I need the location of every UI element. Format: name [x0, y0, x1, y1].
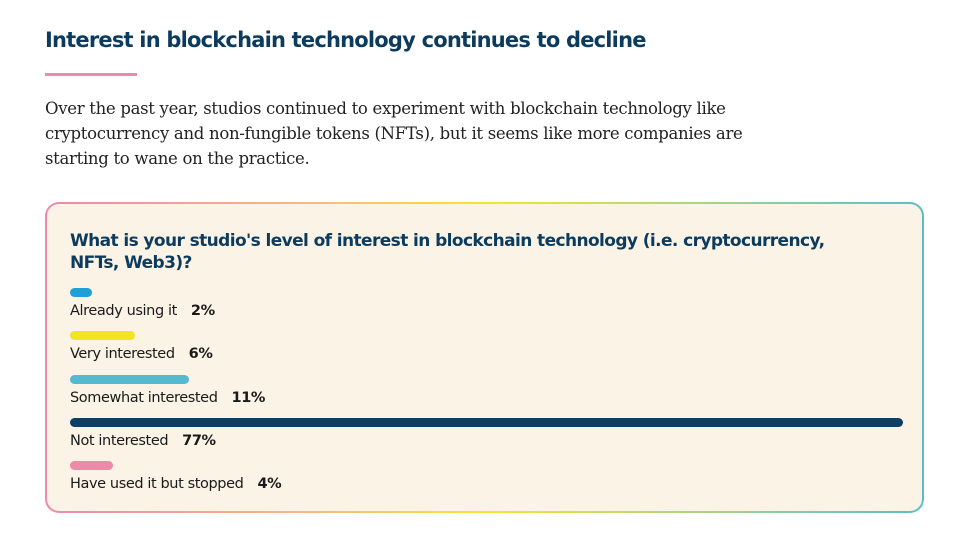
bar-row: Somewhat interested 11%	[70, 374, 903, 418]
survey-card: What is your studio's level of interest …	[45, 202, 924, 513]
value-label: 77%	[182, 432, 216, 449]
value-label: 6%	[188, 346, 213, 363]
bar	[70, 288, 92, 297]
bar	[70, 374, 189, 384]
bar-label-row: Have used it but stopped 4%	[70, 476, 903, 492]
bar-label-row: Not interested 77%	[70, 433, 903, 449]
bar	[70, 417, 903, 427]
value-label: 2%	[190, 303, 215, 319]
category-label: Already using it	[70, 303, 177, 319]
value-label: 4%	[257, 476, 282, 493]
bar-chart: Already using it 2% Very interested 6% Somew…	[70, 288, 903, 504]
value-label: 11%	[231, 389, 266, 406]
category-label: Have used it but stopped	[70, 476, 244, 493]
bar-row: Not interested 77%	[70, 417, 903, 461]
category-label: Not interested	[70, 432, 169, 449]
bar-label-row: Somewhat interested 11%	[70, 390, 903, 406]
bar-row: Have used it but stopped 4%	[70, 461, 903, 504]
category-label: Very interested	[70, 346, 175, 363]
bar-label-row: Already using it 2%	[70, 303, 903, 319]
category-label: Somewhat interested	[70, 389, 218, 406]
page-title: Interest in blockchain technology contin…	[45, 28, 646, 52]
bar-label-row: Very interested 6%	[70, 346, 903, 362]
title-underline	[45, 73, 137, 76]
bar-row: Very interested 6%	[70, 331, 903, 374]
bar	[70, 331, 135, 341]
survey-card-body: What is your studio's level of interest …	[47, 204, 922, 511]
intro-paragraph: Over the past year, studios continued to…	[45, 99, 743, 168]
chart-title: What is your studio's level of interest …	[70, 231, 825, 273]
bar	[70, 461, 114, 471]
bar-row: Already using it 2%	[70, 288, 903, 331]
